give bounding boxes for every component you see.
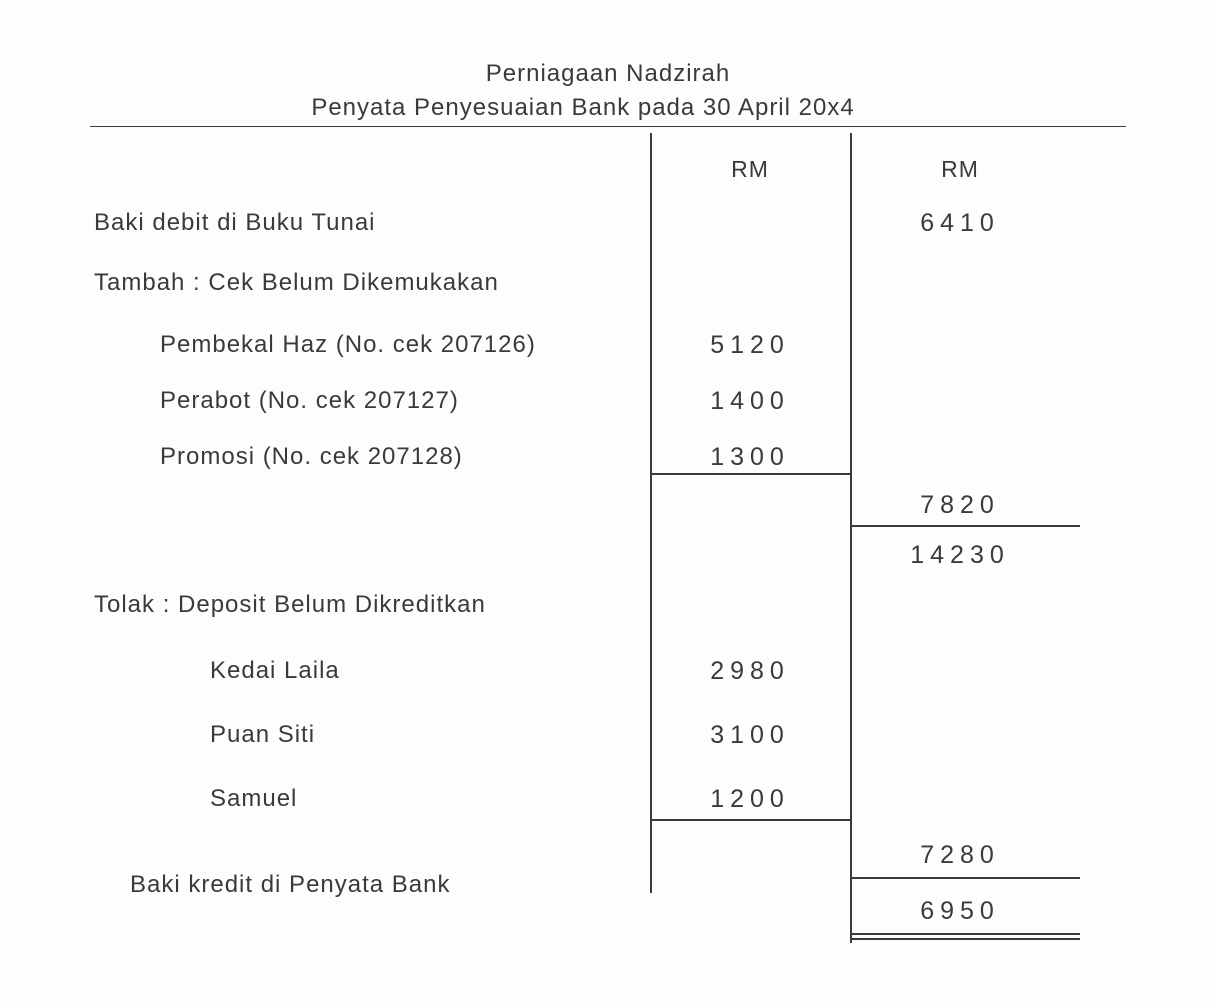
less-item-label-1: Puan Siti: [90, 721, 645, 749]
ledger-body: RM RM Baki debit di Buku Tunai 6410 Tamb…: [90, 133, 1126, 943]
add-item-label-1: Perabot (No. cek 207127): [90, 387, 645, 415]
add-subtotal: 7820: [860, 491, 1060, 520]
rule-final-double-1: [850, 933, 1080, 935]
rule-final-double-2: [850, 938, 1080, 940]
less-item-value-0: 2980: [655, 657, 845, 686]
add-item-value-2: 1300: [655, 443, 845, 472]
rule-subtotal-under: [850, 525, 1080, 527]
title-line-1: Perniagaan Nadzirah: [90, 60, 1126, 88]
add-item-label-0: Pembekal Haz (No. cek 207126): [90, 331, 645, 359]
final-value: 6950: [860, 897, 1060, 926]
title-line-2: Penyata Penyesuaian Bank pada 30 April 2…: [90, 94, 1126, 127]
col1-header: RM: [655, 156, 845, 183]
running-total: 14230: [860, 541, 1060, 570]
add-item-value-1: 1400: [655, 387, 845, 416]
tambah-label: Tambah : Cek Belum Dikemukakan: [90, 269, 645, 297]
rule-add-end-col1: [650, 473, 850, 475]
document-header: Perniagaan Nadzirah Penyata Penyesuaian …: [90, 60, 1126, 127]
less-item-value-2: 1200: [655, 785, 845, 814]
baki-debit-value: 6410: [860, 209, 1060, 238]
col2-header: RM: [860, 156, 1060, 183]
tolak-label: Tolak : Deposit Belum Dikreditkan: [90, 591, 645, 619]
add-item-label-2: Promosi (No. cek 207128): [90, 443, 645, 471]
less-item-label-2: Samuel: [90, 785, 645, 813]
add-item-value-0: 5120: [655, 331, 845, 360]
rule-less-end-col1: [650, 819, 850, 821]
less-item-label-0: Kedai Laila: [90, 657, 645, 685]
baki-debit-label: Baki debit di Buku Tunai: [90, 209, 645, 237]
less-item-value-1: 3100: [655, 721, 845, 750]
